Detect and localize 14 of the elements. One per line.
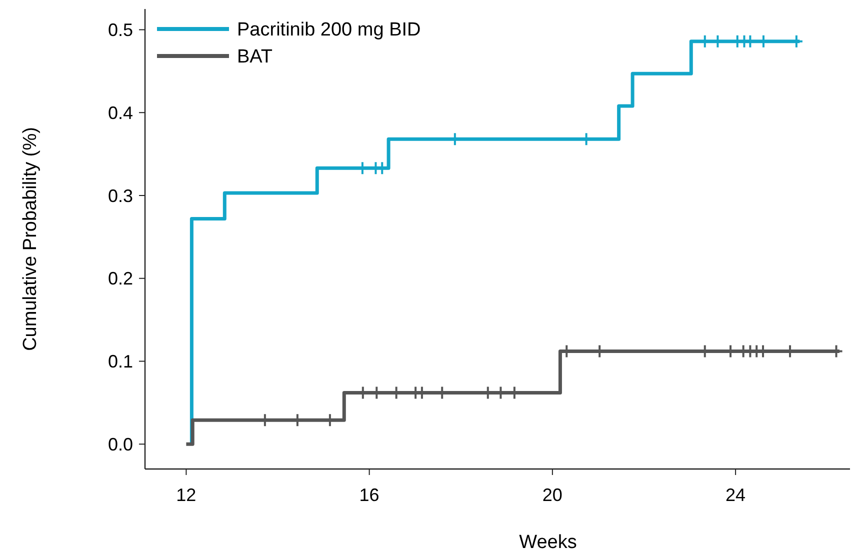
x-tick-label: 20 [542, 485, 562, 505]
x-tick-label: 16 [359, 485, 380, 505]
y-tick-label: 0.0 [108, 434, 133, 454]
legend-label: Pacritinib 200 mg BID [237, 20, 421, 41]
y-tick-label: 0.2 [108, 268, 133, 289]
y-axis-title: Cumulative Probability (%) [20, 127, 41, 351]
y-tick-label: 0.5 [108, 20, 133, 40]
y-tick-label: 0.4 [108, 102, 133, 123]
x-tick-label: 12 [176, 485, 196, 505]
y-tick-label: 0.3 [108, 186, 133, 206]
x-axis-title: Weeks [519, 532, 577, 553]
legend-label: BAT [237, 46, 273, 68]
y-tick-label: 0.1 [108, 352, 133, 372]
x-tick-label: 24 [726, 485, 746, 505]
